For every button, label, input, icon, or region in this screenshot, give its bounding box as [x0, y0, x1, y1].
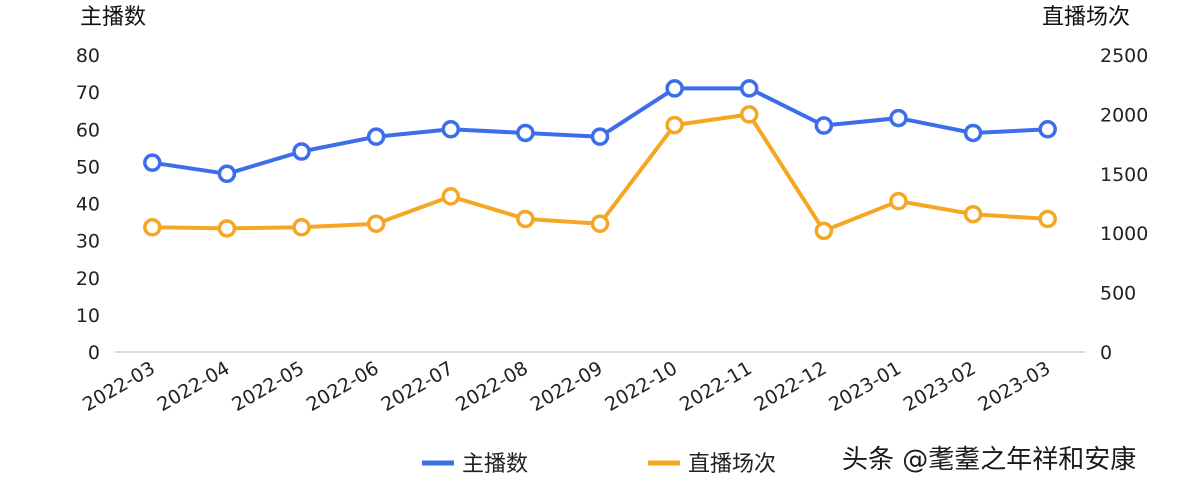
data-point-1: [889, 191, 908, 211]
x-tick-label: 2022-06: [303, 357, 383, 416]
right-tick-label: 1000: [1100, 223, 1148, 245]
right-axis-title: 直播场次: [1042, 5, 1130, 30]
data-point-0: [217, 164, 237, 184]
left-tick-label: 40: [76, 194, 100, 216]
x-tick-label: 2022-04: [154, 357, 234, 416]
data-point-1: [441, 187, 461, 206]
right-tick-label: 500: [1100, 283, 1136, 305]
x-tick-label: 2023-03: [974, 357, 1054, 416]
x-tick-label: 2022-05: [228, 357, 308, 416]
right-axis-ticks: 0 500 1000 1500 2000 2500: [1100, 45, 1148, 364]
left-tick-label: 30: [76, 231, 100, 253]
data-point-0: [963, 123, 983, 143]
data-point-1: [963, 204, 983, 224]
series-layer: [143, 79, 1057, 241]
data-point-1: [217, 219, 237, 238]
data-point-0: [292, 142, 311, 161]
right-tick-label: 2500: [1100, 45, 1148, 67]
data-point-1: [739, 105, 759, 124]
data-point-1: [292, 218, 311, 237]
data-point-0: [143, 153, 162, 172]
left-tick-label: 80: [76, 45, 100, 67]
x-tick-label: 2022-08: [452, 357, 532, 416]
data-point-1: [366, 214, 386, 233]
legend: 主播数 直播场次: [422, 452, 776, 477]
left-tick-label: 70: [76, 82, 100, 104]
data-point-0: [590, 127, 610, 146]
data-point-0: [441, 120, 461, 139]
left-tick-label: 20: [76, 268, 100, 290]
x-tick-label: 2022-03: [79, 357, 159, 416]
left-axis-title: 主播数: [80, 5, 146, 30]
left-tick-label: 50: [76, 156, 100, 178]
data-point-1: [516, 209, 535, 229]
data-point-0: [516, 123, 535, 143]
data-point-0: [739, 79, 759, 98]
x-tick-label: 2022-12: [751, 357, 831, 416]
legend-label-1: 直播场次: [688, 452, 776, 477]
data-point-0: [665, 79, 684, 98]
watermark-text: 头条 @耄耋之年祥和安康: [842, 445, 1136, 475]
data-point-0: [1038, 120, 1057, 139]
left-axis-ticks: 0 10 20 30 40 50 60 70 80: [76, 45, 100, 364]
x-tick-label: 2023-01: [825, 357, 905, 416]
data-point-1: [143, 218, 162, 237]
right-tick-label: 1500: [1100, 164, 1148, 186]
data-point-1: [1038, 209, 1057, 229]
left-tick-label: 60: [76, 119, 100, 141]
right-tick-label: 0: [1100, 342, 1112, 364]
data-point-0: [814, 116, 834, 135]
x-tick-label: 2022-09: [527, 357, 607, 416]
x-tick-label: 2023-02: [900, 357, 980, 416]
left-tick-label: 10: [76, 305, 100, 327]
data-point-1: [814, 221, 834, 241]
data-point-1: [590, 214, 610, 233]
legend-label-0: 主播数: [462, 452, 528, 477]
x-tick-label: 2022-11: [676, 357, 756, 416]
x-tick-label: 2022-07: [378, 357, 458, 416]
left-tick-label: 0: [88, 342, 100, 364]
data-point-0: [889, 108, 908, 128]
data-point-1: [665, 115, 684, 135]
x-axis-ticks: 2022-032022-042022-052022-062022-072022-…: [79, 357, 1054, 416]
data-point-0: [366, 127, 386, 146]
right-tick-label: 2000: [1100, 104, 1148, 126]
x-tick-label: 2022-10: [601, 357, 681, 416]
